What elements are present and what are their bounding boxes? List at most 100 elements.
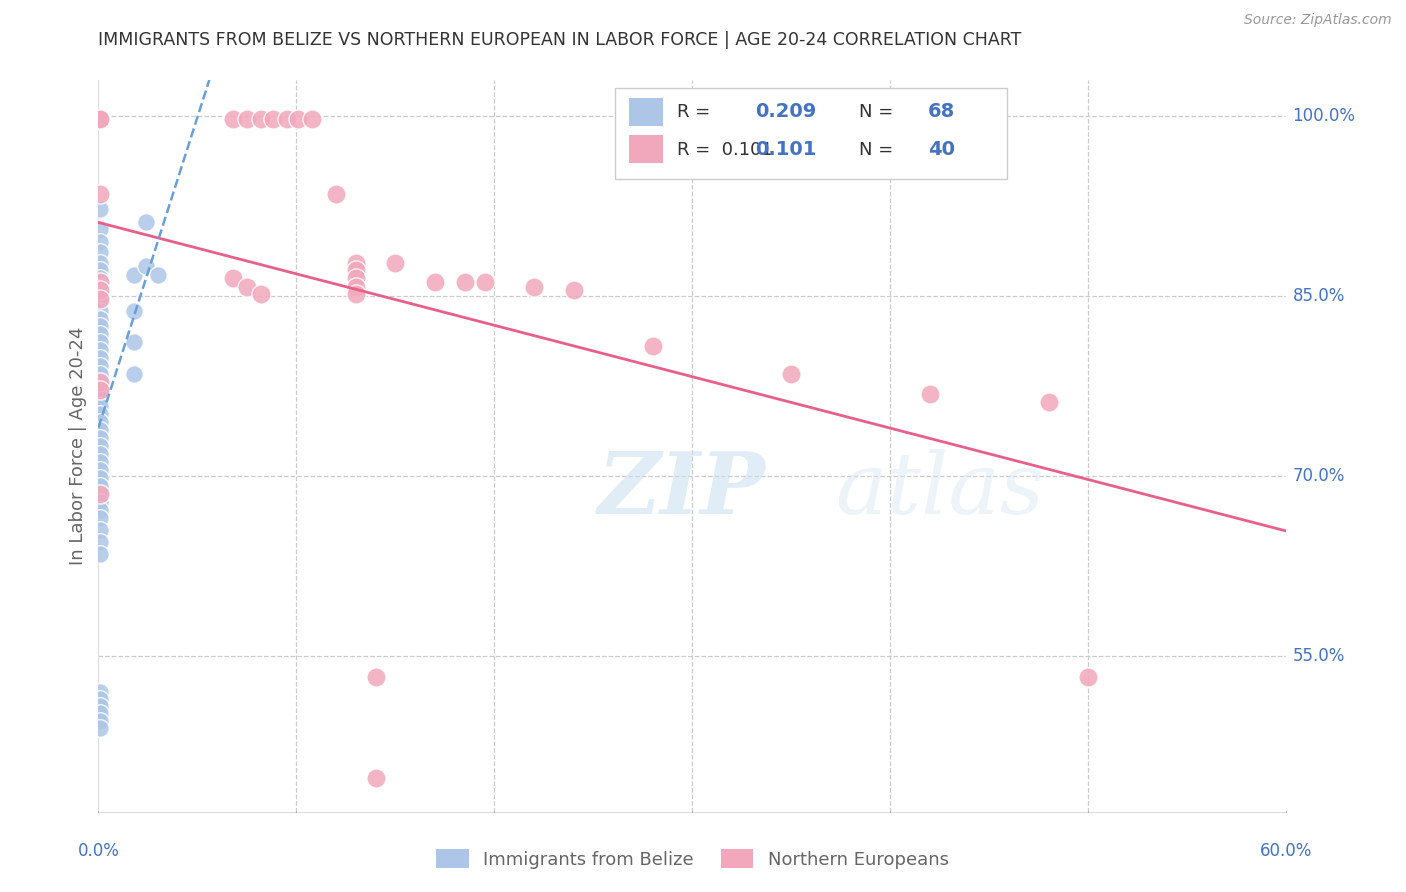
Point	[236, 279, 259, 293]
Text: 68: 68	[928, 103, 955, 121]
Point	[89, 463, 111, 477]
Point	[641, 339, 664, 353]
Point	[1077, 670, 1099, 684]
Point	[89, 112, 111, 126]
Point	[135, 215, 157, 229]
Text: 60.0%: 60.0%	[1260, 842, 1313, 860]
Point	[89, 202, 111, 216]
Point	[89, 286, 111, 301]
Point	[89, 523, 111, 537]
Point	[344, 286, 367, 301]
Point	[89, 343, 111, 357]
Text: N =: N =	[859, 141, 898, 159]
Point	[89, 487, 111, 501]
Text: IMMIGRANTS FROM BELIZE VS NORTHERN EUROPEAN IN LABOR FORCE | AGE 20-24 CORRELATI: IMMIGRANTS FROM BELIZE VS NORTHERN EUROP…	[98, 31, 1022, 49]
Text: 0.0%: 0.0%	[77, 842, 120, 860]
Point	[89, 112, 111, 126]
Point	[89, 439, 111, 453]
Point	[89, 487, 111, 501]
Point	[222, 271, 245, 285]
Point	[222, 112, 245, 126]
Point	[344, 271, 367, 285]
Point	[287, 112, 309, 126]
Point	[89, 714, 111, 728]
Point	[89, 478, 111, 492]
Point	[562, 283, 585, 297]
Point	[262, 112, 284, 126]
Point	[344, 262, 367, 277]
Point	[89, 454, 111, 468]
Point	[89, 424, 111, 438]
Text: 0.209: 0.209	[755, 103, 817, 121]
Point	[89, 376, 111, 390]
Point	[89, 447, 111, 461]
Point	[249, 286, 271, 301]
Point	[89, 359, 111, 373]
Point	[89, 511, 111, 525]
Point	[920, 387, 942, 401]
Point	[122, 303, 145, 318]
Bar	[630, 98, 662, 126]
Point	[89, 547, 111, 561]
Text: 70.0%: 70.0%	[1292, 467, 1344, 485]
Point	[454, 275, 477, 289]
FancyBboxPatch shape	[616, 87, 1007, 179]
Point	[89, 391, 111, 405]
Point	[423, 275, 446, 289]
Point	[89, 283, 111, 297]
Text: 100.0%: 100.0%	[1292, 107, 1355, 125]
Text: 0.101: 0.101	[755, 140, 817, 160]
Point	[135, 259, 157, 273]
Point	[89, 279, 111, 293]
Point	[89, 535, 111, 549]
Point	[89, 400, 111, 414]
Point	[1038, 394, 1060, 409]
Point	[474, 275, 496, 289]
Point	[89, 685, 111, 699]
Text: 40: 40	[928, 140, 955, 160]
Point	[523, 279, 546, 293]
Point	[276, 112, 298, 126]
Point	[344, 279, 367, 293]
Y-axis label: In Labor Force | Age 20-24: In Labor Force | Age 20-24	[69, 326, 87, 566]
Text: R =  0.101: R = 0.101	[678, 141, 773, 159]
Point	[122, 367, 145, 381]
Text: atlas: atlas	[835, 449, 1045, 532]
Point	[249, 112, 271, 126]
Point	[89, 292, 111, 306]
Point	[364, 771, 387, 785]
Point	[89, 244, 111, 259]
Point	[89, 471, 111, 485]
Point	[122, 268, 145, 282]
Point	[89, 262, 111, 277]
Text: N =: N =	[859, 103, 898, 120]
Point	[89, 721, 111, 735]
Point	[89, 706, 111, 721]
Point	[89, 303, 111, 318]
Point	[89, 415, 111, 429]
Point	[89, 327, 111, 342]
Point	[89, 187, 111, 202]
Point	[89, 112, 111, 126]
Point	[236, 112, 259, 126]
Point	[89, 295, 111, 310]
Point	[384, 255, 406, 269]
Text: 85.0%: 85.0%	[1292, 287, 1344, 305]
Bar	[630, 136, 662, 163]
Point	[89, 312, 111, 326]
Point	[89, 255, 111, 269]
Text: Source: ZipAtlas.com: Source: ZipAtlas.com	[1244, 13, 1392, 28]
Point	[344, 255, 367, 269]
Point	[89, 692, 111, 706]
Point	[146, 268, 169, 282]
Point	[89, 383, 111, 397]
Point	[89, 112, 111, 126]
Point	[89, 495, 111, 509]
Point	[89, 271, 111, 285]
Text: R =: R =	[678, 103, 716, 120]
Point	[89, 319, 111, 334]
Text: 55.0%: 55.0%	[1292, 647, 1344, 665]
Point	[122, 334, 145, 349]
Point	[780, 367, 803, 381]
Text: ZIP: ZIP	[598, 448, 765, 532]
